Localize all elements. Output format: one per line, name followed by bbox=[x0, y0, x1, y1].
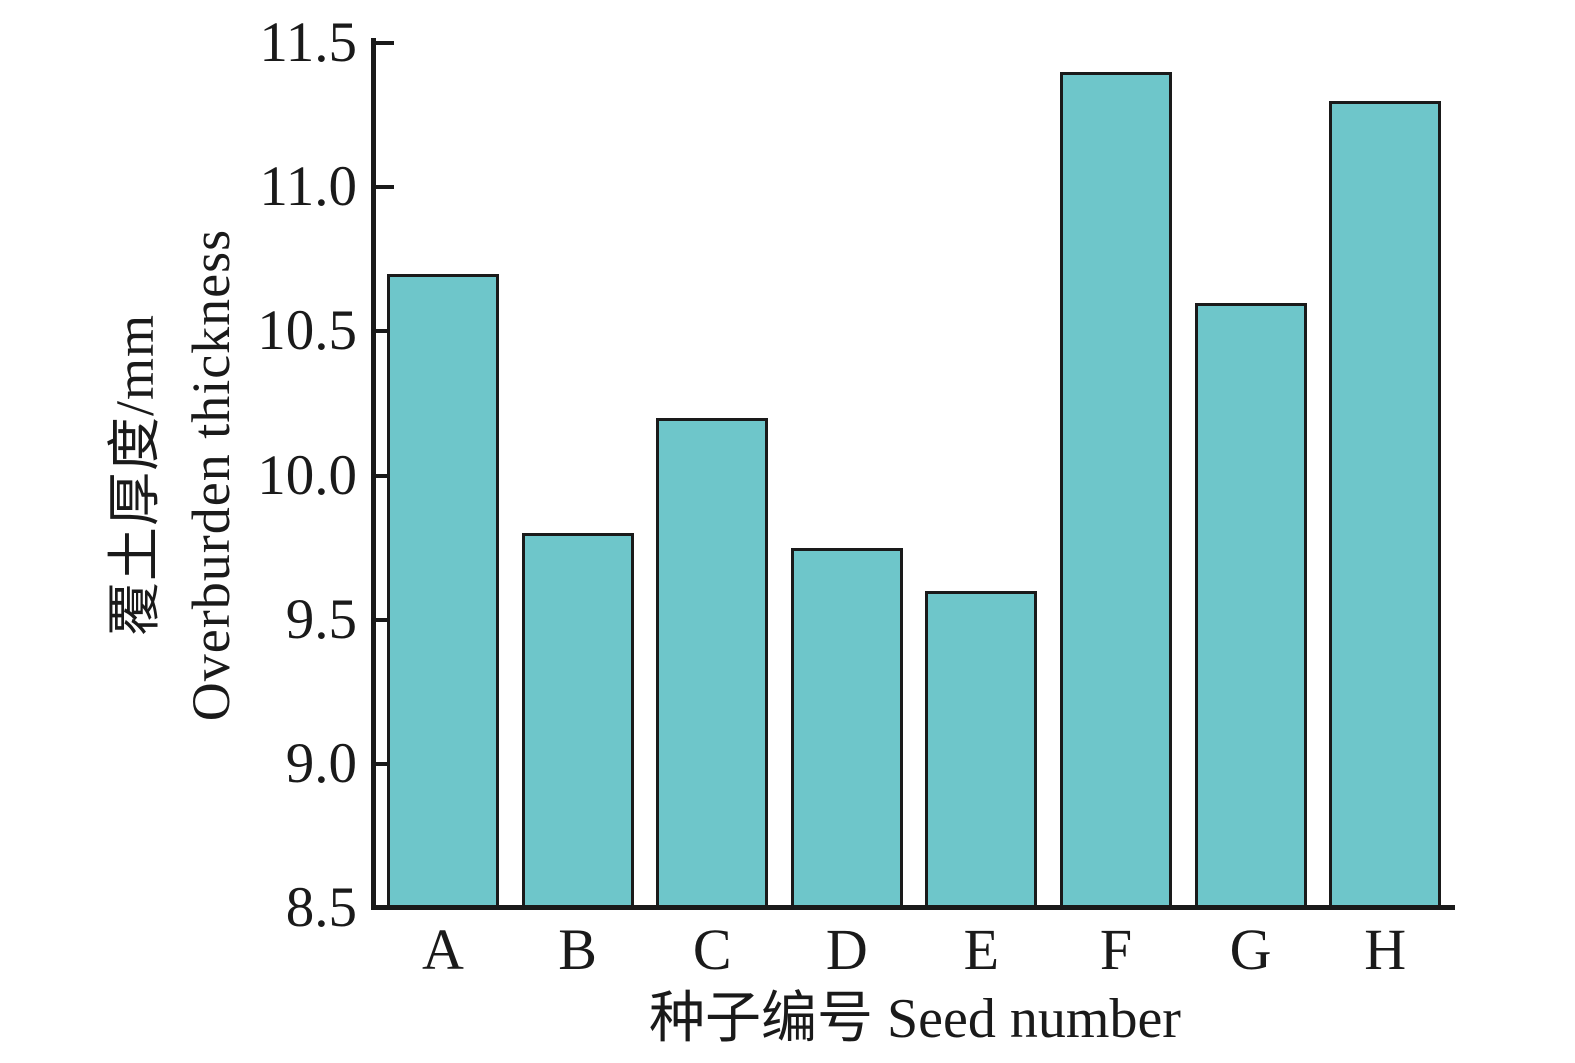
y-tick-label-11.0: 11.0 bbox=[259, 155, 357, 219]
y-tick-10.0 bbox=[376, 473, 394, 478]
bar-A bbox=[387, 273, 499, 908]
bar-D bbox=[790, 547, 903, 908]
x-tick-label-C: C bbox=[692, 917, 732, 982]
y-tick-label-10.0: 10.0 bbox=[257, 443, 357, 507]
x-axis-line bbox=[371, 905, 1455, 910]
bar-F bbox=[1060, 71, 1172, 908]
y-tick-10.5 bbox=[376, 329, 394, 334]
bar-G bbox=[1194, 302, 1307, 908]
x-tick-label-H: H bbox=[1364, 917, 1407, 982]
bar-B bbox=[521, 533, 634, 908]
x-axis-title: 种子编号 Seed number bbox=[649, 988, 1181, 1050]
y-tick-label-9.5: 9.5 bbox=[285, 587, 357, 651]
y-axis-line bbox=[371, 38, 376, 910]
y-tick-11.0 bbox=[376, 185, 394, 190]
bar-C bbox=[656, 417, 769, 908]
y-tick-label-11.5: 11.5 bbox=[259, 11, 357, 74]
y-tick-9.5 bbox=[376, 617, 394, 622]
x-tick-label-D: D bbox=[825, 917, 868, 982]
x-tick-label-G: G bbox=[1229, 917, 1272, 982]
bar-H bbox=[1329, 100, 1442, 908]
y-tick-9.0 bbox=[376, 761, 394, 766]
x-tick-label-B: B bbox=[558, 917, 597, 982]
y-tick-label-8.5: 8.5 bbox=[285, 876, 357, 939]
bar-E bbox=[925, 590, 1038, 908]
y-tick-8.5 bbox=[376, 906, 394, 910]
y-tick-label-9.0: 9.0 bbox=[285, 731, 357, 795]
y-tick-label-10.5: 10.5 bbox=[257, 299, 357, 363]
y-tick-11.5 bbox=[376, 41, 394, 45]
x-tick-label-A: A bbox=[422, 917, 464, 982]
x-tick-label-F: F bbox=[1099, 917, 1133, 982]
x-tick-label-E: E bbox=[963, 917, 1000, 982]
